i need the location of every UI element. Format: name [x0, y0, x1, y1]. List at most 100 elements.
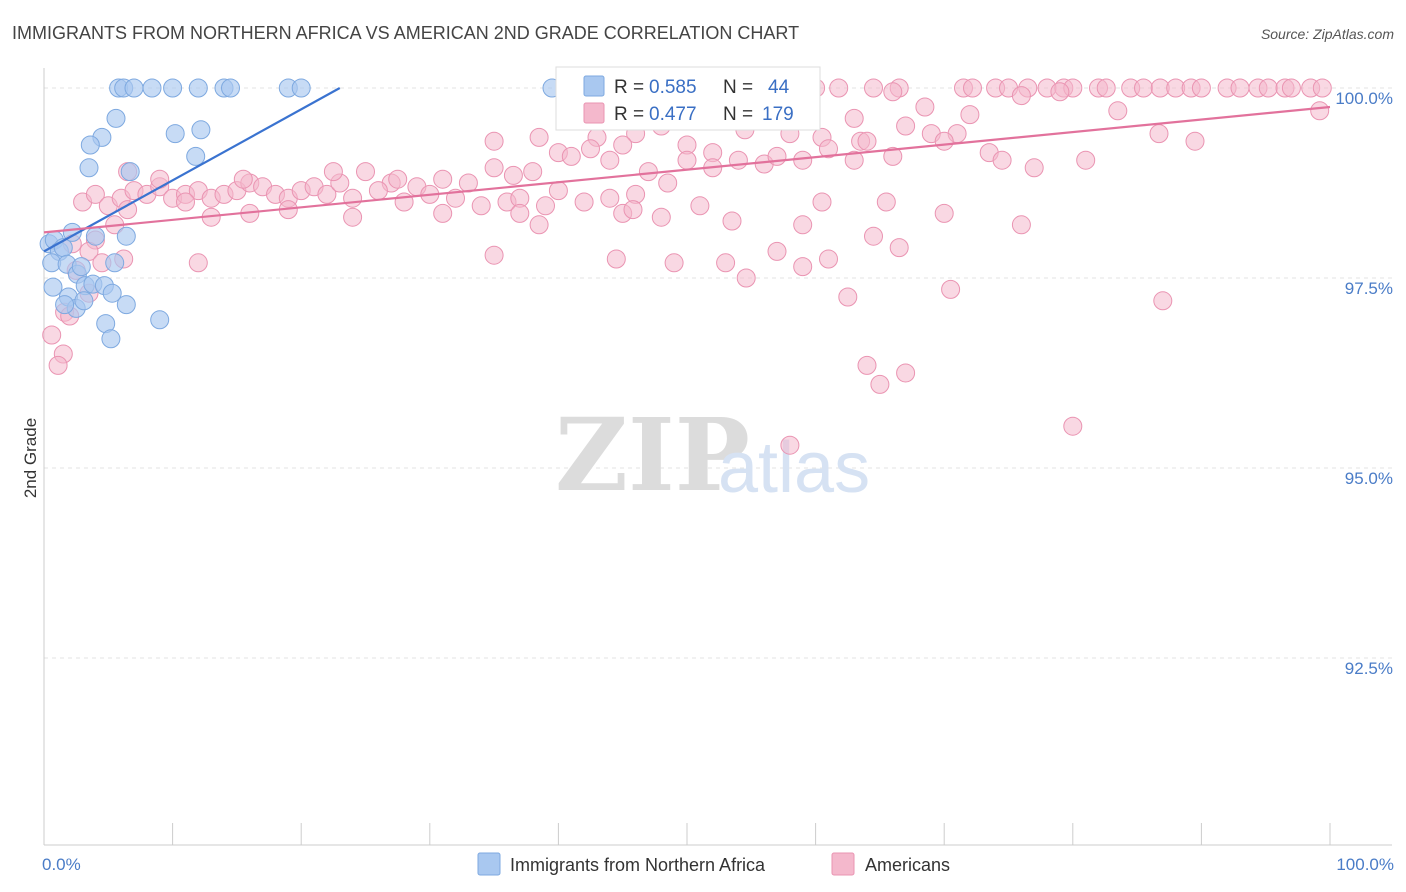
point-americans [85, 184, 105, 204]
point-americans [793, 257, 813, 277]
point-immigrants [188, 78, 208, 98]
legend: Immigrants from Northern Africa American… [477, 852, 950, 876]
point-americans [883, 146, 903, 166]
point-immigrants [150, 310, 170, 330]
legend-label-americans: Americans [865, 855, 950, 875]
point-americans [651, 207, 671, 227]
point-americans [1230, 78, 1250, 98]
watermark-zip: ZIP [555, 396, 750, 514]
y-tick-label: 95.0% [1345, 469, 1393, 488]
point-americans [150, 169, 170, 189]
y-tick-label: 92.5% [1345, 659, 1393, 678]
point-immigrants [165, 124, 185, 144]
point-americans [1185, 131, 1205, 151]
point-americans [844, 108, 864, 128]
point-americans [1063, 416, 1083, 436]
point-americans [343, 188, 363, 208]
point-americans [1011, 86, 1031, 106]
point-americans [941, 279, 961, 299]
point-americans [42, 325, 62, 345]
point-americans [812, 192, 832, 212]
point-immigrants [116, 226, 136, 246]
point-americans [767, 146, 787, 166]
stats-n-value-pink: 179 [762, 104, 794, 125]
stats-n-label-blue: N = [723, 77, 753, 98]
point-americans [343, 207, 363, 227]
point-americans [992, 150, 1012, 170]
watermark: ZIP atlas [555, 396, 870, 514]
point-americans [844, 150, 864, 170]
point-americans [793, 215, 813, 235]
point-americans [780, 435, 800, 455]
point-americans [536, 196, 555, 216]
point-americans [1050, 82, 1070, 102]
trend-line-immigrants [43, 87, 341, 253]
point-immigrants [142, 78, 162, 98]
point-americans [48, 355, 68, 375]
stats-swatch-pink [583, 102, 605, 124]
point-americans [915, 97, 935, 117]
stats-r-value-pink: 0.477 [649, 104, 697, 125]
point-americans [484, 245, 504, 265]
point-americans [510, 203, 530, 223]
point-americans [819, 139, 838, 159]
point-americans [870, 374, 890, 394]
point-americans [664, 253, 684, 273]
point-americans [829, 78, 849, 98]
point-americans [600, 188, 620, 208]
x-tick-label-right: 100.0% [1336, 855, 1394, 874]
trend-lines [43, 87, 1331, 253]
point-americans [1149, 124, 1169, 144]
point-americans [606, 249, 626, 269]
point-americans [471, 196, 491, 216]
stats-r-label-blue: R = [614, 77, 644, 98]
point-immigrants [116, 295, 136, 315]
point-americans [388, 169, 408, 189]
point-americans [1281, 78, 1301, 98]
point-americans [484, 131, 504, 151]
point-americans [1108, 101, 1128, 121]
point-immigrants [120, 162, 140, 182]
point-americans [368, 181, 388, 201]
point-americans [1310, 101, 1330, 121]
point-americans [857, 131, 877, 151]
point-americans [638, 162, 658, 182]
trend-line-americans [43, 105, 1331, 234]
stats-swatch-blue [583, 75, 605, 97]
point-immigrants [105, 253, 125, 273]
point-americans [658, 173, 678, 193]
point-americans [233, 169, 253, 189]
stats-n-label-pink: N = [723, 104, 753, 125]
y-tick-labels: 100.0% 97.5% 95.0% 92.5% [1335, 89, 1393, 678]
point-americans [613, 135, 633, 155]
point-americans [934, 131, 954, 151]
point-americans [864, 78, 883, 98]
point-americans [1096, 78, 1116, 98]
point-americans [433, 169, 453, 189]
point-americans [561, 146, 581, 166]
point-americans [356, 162, 375, 182]
point-americans [1312, 78, 1332, 98]
point-americans [960, 105, 980, 125]
point-americans [1258, 78, 1278, 98]
point-americans [883, 82, 903, 102]
point-americans [317, 184, 337, 204]
point-immigrants [102, 283, 122, 303]
legend-swatch-americans [831, 852, 855, 876]
chart-source: Source: ZipAtlas.com [1261, 26, 1394, 42]
point-americans [1134, 78, 1153, 98]
point-immigrants [85, 226, 105, 246]
point-immigrants [163, 78, 183, 98]
y-tick-label: 100.0% [1335, 89, 1393, 108]
point-americans [838, 287, 858, 307]
point-americans [548, 181, 568, 201]
point-americans [529, 127, 549, 147]
point-americans [1153, 291, 1173, 311]
point-americans [600, 150, 620, 170]
point-americans [722, 211, 742, 231]
point-americans [433, 203, 453, 223]
point-americans [767, 241, 787, 261]
point-americans [963, 78, 982, 98]
point-immigrants [71, 257, 91, 277]
